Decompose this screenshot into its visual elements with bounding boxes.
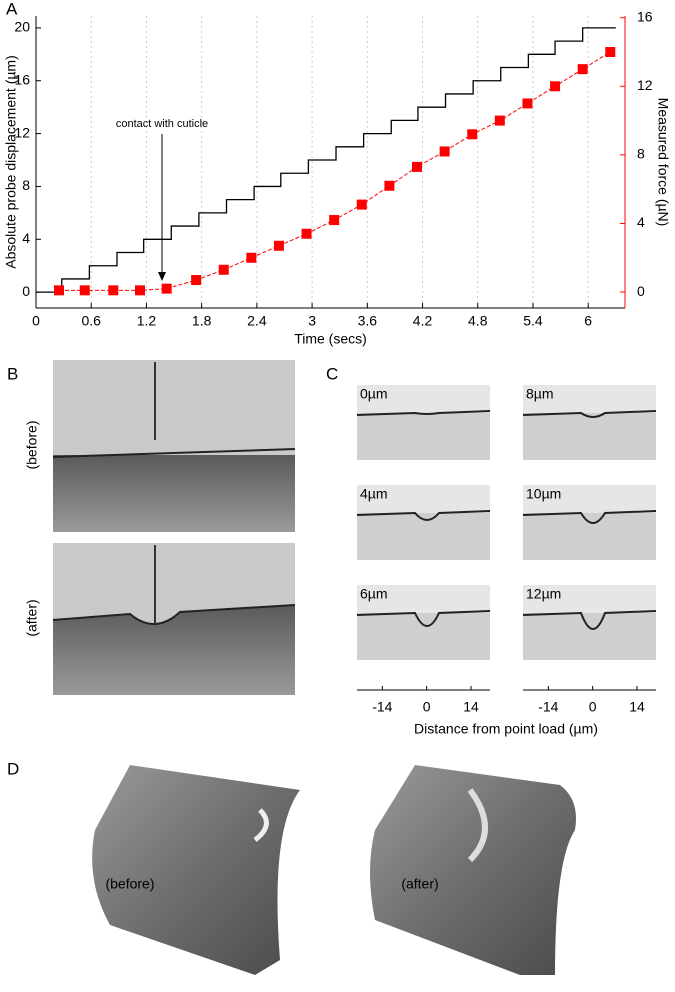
y-axis-label: Absolute probe displacement (µm) <box>3 55 19 269</box>
marker <box>218 264 229 275</box>
marker <box>273 240 284 251</box>
frame-label: 10µm <box>526 486 561 502</box>
x-tick-label: 14 <box>629 699 645 715</box>
marker <box>605 47 616 58</box>
frame-image <box>357 613 490 660</box>
step-line <box>36 27 616 293</box>
marker <box>494 115 505 126</box>
x-tick-label: 0 <box>589 699 597 715</box>
annotation: contact with cuticle <box>116 118 208 130</box>
cuticle <box>522 410 657 418</box>
y2-tick-label: 16 <box>637 8 653 24</box>
panel-label: D <box>7 759 19 778</box>
marker <box>54 285 65 296</box>
marker <box>329 215 340 226</box>
arrow-head <box>158 272 166 281</box>
frame-image <box>523 613 656 660</box>
frame-label: 6µm <box>360 586 388 602</box>
cuticle <box>356 410 491 416</box>
x-axis-label: Distance from point load (µm) <box>414 721 598 737</box>
marker <box>522 98 533 109</box>
marker <box>356 199 367 210</box>
x-tick-label: 0 <box>423 699 431 715</box>
image-label: (before) <box>24 420 40 469</box>
frame-label: 0µm <box>360 386 388 402</box>
x-tick-label: 2.4 <box>247 313 267 329</box>
x-tick-label: 6 <box>584 313 592 329</box>
cuticle <box>522 510 657 524</box>
x-tick-label: 3.6 <box>358 313 378 329</box>
y2-tick-label: 0 <box>637 283 645 299</box>
y2-axis-label: Measured force (µN) <box>655 98 671 227</box>
x-tick-label: 4.8 <box>468 313 488 329</box>
x-tick-label: 0 <box>32 313 40 329</box>
cuticle <box>356 510 491 521</box>
panel-label: A <box>6 0 18 18</box>
panel-label: C <box>326 364 338 383</box>
x-axis-label: Time (secs) <box>294 331 367 347</box>
marker <box>108 285 119 296</box>
x-tick-label: -14 <box>372 699 392 715</box>
image-label: (after) <box>24 599 40 636</box>
image-label: (before) <box>105 876 154 892</box>
y2-tick-label: 12 <box>637 77 653 93</box>
frame-image <box>523 413 656 460</box>
y-tick-label: 0 <box>22 283 30 299</box>
marker <box>550 81 561 92</box>
cuticle <box>356 610 491 627</box>
panel-label: B <box>7 364 18 383</box>
y-tick-label: 8 <box>22 177 30 193</box>
y-tick-label: 4 <box>22 230 30 246</box>
marker <box>134 285 145 296</box>
3d-render <box>92 765 576 975</box>
marker <box>161 283 172 294</box>
x-tick-label: 0.6 <box>81 313 101 329</box>
x-tick-label: -14 <box>538 699 558 715</box>
marker <box>412 161 423 172</box>
frame-image <box>357 513 490 560</box>
y-tick-label: 16 <box>14 71 30 87</box>
x-tick-label: 4.2 <box>413 313 433 329</box>
x-tick-label: 5.4 <box>523 313 543 329</box>
x-tick-label: 14 <box>463 699 479 715</box>
cuticle <box>522 610 657 630</box>
y-tick-label: 20 <box>14 19 30 35</box>
y-tick-label: 12 <box>14 124 30 140</box>
x-tick-label: 1.8 <box>192 313 212 329</box>
marker <box>79 285 90 296</box>
frame-label: 4µm <box>360 486 388 502</box>
frame-label: 8µm <box>526 386 554 402</box>
marker <box>191 275 202 286</box>
marker <box>246 252 257 263</box>
frame-label: 12µm <box>526 586 561 602</box>
micrograph <box>52 360 296 695</box>
marker <box>384 180 395 191</box>
marker <box>467 129 478 140</box>
image-label: (after) <box>401 876 438 892</box>
line <box>59 51 611 291</box>
y2-tick-label: 4 <box>637 214 645 230</box>
x-tick-label: 1.2 <box>137 313 157 329</box>
y2-tick-label: 8 <box>637 146 645 162</box>
frame-image <box>357 413 490 460</box>
frame-image <box>523 513 656 560</box>
marker <box>301 228 312 239</box>
marker <box>439 146 450 157</box>
marker <box>577 64 588 75</box>
x-tick-label: 3 <box>308 313 316 329</box>
